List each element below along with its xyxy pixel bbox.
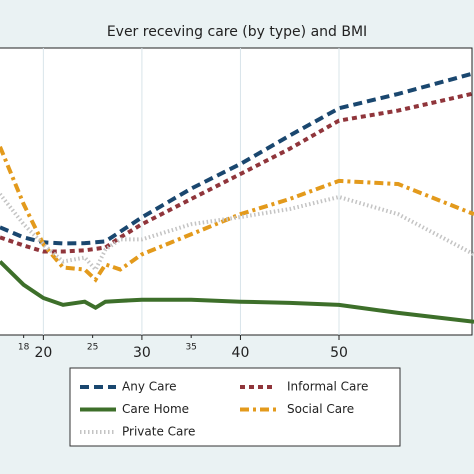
plot-area <box>0 47 473 336</box>
x-tick-label: 20 <box>34 345 52 361</box>
chart-title: Ever receving care (by type) and BMI <box>107 24 367 40</box>
line-series <box>0 260 474 324</box>
legend-label: Any Care <box>122 380 177 394</box>
x-tick-label: 50 <box>330 345 348 361</box>
x-minor-tick-label: 25 <box>87 343 98 353</box>
legend <box>69 367 401 447</box>
x-minor-tick-label: 18 <box>18 343 30 353</box>
legend-label: Informal Care <box>287 380 368 394</box>
line-series <box>0 71 474 246</box>
x-minor-tick-label: 35 <box>185 343 196 353</box>
line-series <box>0 91 474 254</box>
x-tick-label: 30 <box>133 345 151 361</box>
legend-label: Private Care <box>122 425 195 439</box>
legend-label: Social Care <box>287 402 354 416</box>
line-series <box>0 145 474 283</box>
legend-label: Care Home <box>122 402 189 416</box>
x-tick-label: 40 <box>232 345 250 361</box>
